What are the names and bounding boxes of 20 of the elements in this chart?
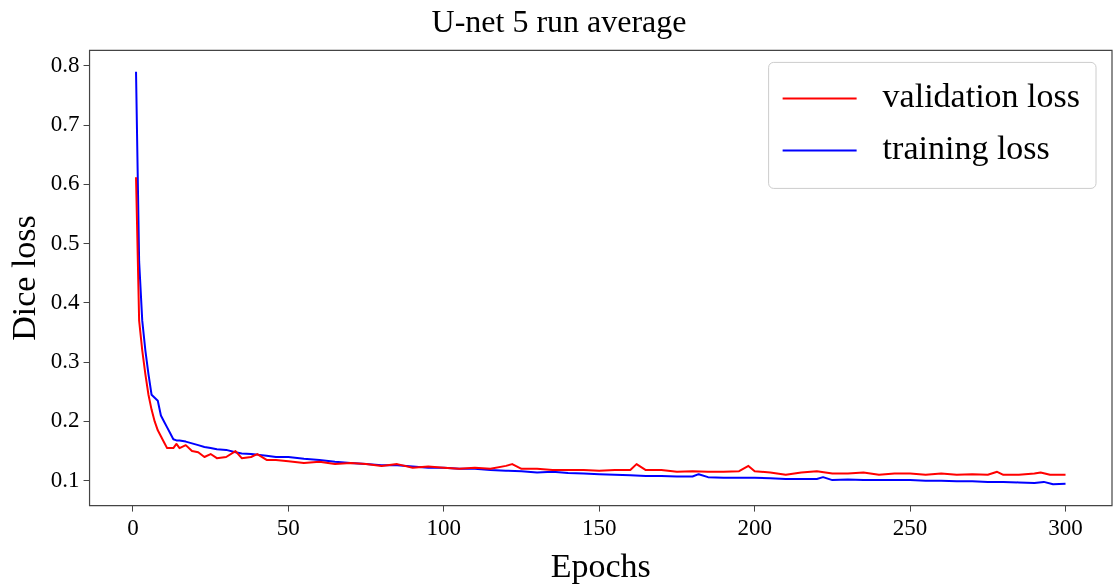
y-tick-label: 0.7 bbox=[50, 111, 80, 137]
legend-label: training loss bbox=[882, 129, 1050, 167]
y-tick-label: 0.2 bbox=[50, 407, 80, 433]
y-tick-label: 0.6 bbox=[50, 170, 80, 196]
y-tick-label: 0.4 bbox=[50, 288, 81, 314]
chart-title: U-net 5 run average bbox=[431, 2, 687, 39]
y-tick-label: 0.8 bbox=[50, 51, 80, 77]
x-tick-label: 250 bbox=[892, 515, 928, 541]
x-axis-title: Epochs bbox=[550, 546, 651, 584]
x-tick-label: 0 bbox=[127, 515, 139, 541]
x-tick-label: 50 bbox=[276, 515, 300, 541]
x-tick-label: 150 bbox=[581, 515, 617, 541]
y-tick-label: 0.5 bbox=[50, 229, 80, 255]
legend-label: validation loss bbox=[882, 77, 1081, 115]
x-tick-label: 100 bbox=[426, 515, 462, 541]
x-tick-label: 200 bbox=[737, 515, 772, 541]
y-tick-label: 0.3 bbox=[50, 348, 80, 374]
y-axis-title: Dice loss bbox=[5, 215, 43, 341]
y-tick-label: 0.1 bbox=[50, 466, 80, 492]
x-tick-label: 300 bbox=[1048, 515, 1083, 541]
